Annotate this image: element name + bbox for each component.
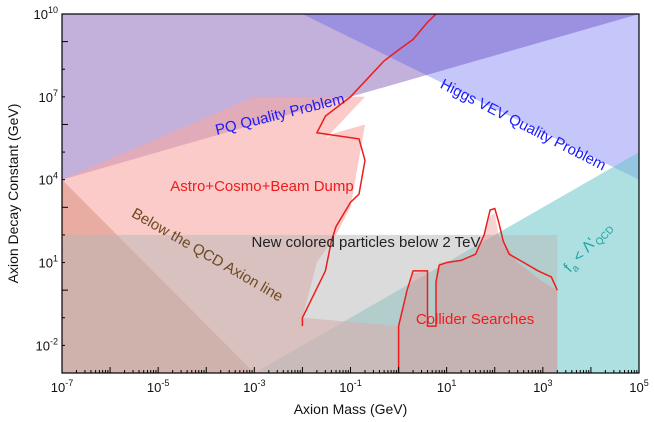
label-new-colored-particles: New colored particles below 2 TeV: [251, 234, 480, 251]
label-collider-searches: Collider Searches: [416, 311, 534, 328]
x-tick-label: 10-1: [339, 378, 361, 395]
y-axis-ticks: 10-2 101 104 107 1010: [34, 5, 68, 374]
x-axis-title: Axion Mass (GeV): [294, 401, 408, 417]
y-axis-title: Axion Decay Constant (GeV): [5, 104, 21, 284]
region-collider-searches: [398, 213, 558, 373]
y-tick-label: 104: [39, 171, 58, 188]
label-fa-sub: a: [570, 263, 582, 275]
y-tick-label: 107: [39, 88, 58, 105]
x-tick-label: 103: [533, 378, 552, 395]
x-tick-label: 10-3: [243, 378, 265, 395]
x-tick-label: 101: [437, 378, 456, 395]
lines-group: [301, 14, 558, 373]
y-tick-label: 10-2: [36, 336, 58, 353]
x-axis-ticks: 10-7 10-5 10-3 10-1 101 103 105: [51, 367, 649, 395]
x-tick-label: 10-5: [147, 378, 169, 395]
x-tick-label: 105: [629, 378, 648, 395]
boundary-line: [301, 14, 437, 327]
region-higgs-vev-quality-problem: [302, 14, 639, 180]
collider-line: [397, 207, 558, 373]
x-tick-label: 10-7: [51, 378, 73, 395]
y-tick-label: 1010: [34, 5, 58, 22]
y-tick-label: 101: [39, 254, 58, 271]
label-astro-cosmo-beam-dump: Astro+Cosmo+Beam Dump: [170, 178, 353, 195]
